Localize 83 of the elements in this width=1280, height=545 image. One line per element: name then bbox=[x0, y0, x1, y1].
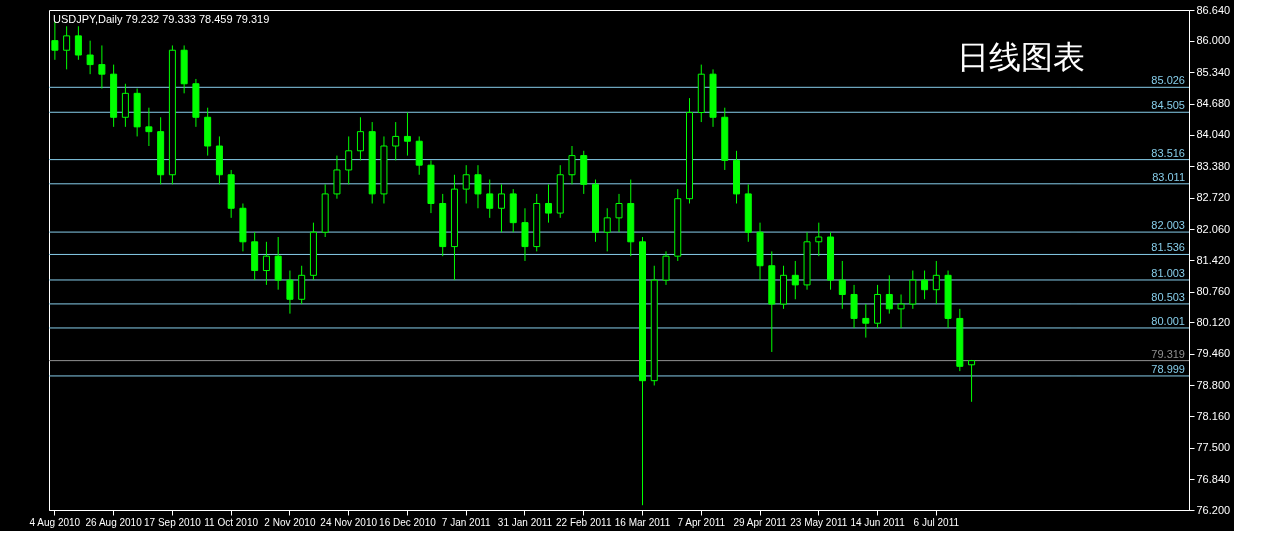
candlestick bbox=[286, 270, 294, 315]
x-tick-label: 16 Dec 2010 bbox=[379, 516, 437, 528]
ref-line-label: 81.003 bbox=[1151, 266, 1185, 279]
ref-line-label: 81.536 bbox=[1151, 241, 1185, 254]
x-tick-label: 29 Apr 2011 bbox=[733, 516, 788, 528]
y-tick-label: 83.380 bbox=[1196, 159, 1231, 172]
candlestick bbox=[274, 236, 282, 291]
candlestick bbox=[544, 183, 552, 224]
ref-line-label: 82.003 bbox=[1151, 219, 1185, 232]
annotation: 日线图表 bbox=[957, 39, 1085, 75]
ref-line-label: 79.319 bbox=[1151, 347, 1185, 360]
x-tick-label: 14 Jun 2011 bbox=[850, 516, 906, 528]
x-tick-label: 22 Feb 2011 bbox=[556, 516, 612, 528]
candlestick bbox=[968, 359, 976, 403]
candlestick bbox=[298, 265, 306, 305]
ref-line-label: 78.999 bbox=[1151, 362, 1185, 375]
y-tick-label: 86.640 bbox=[1196, 3, 1231, 16]
x-tick-label: 24 Nov 2010 bbox=[320, 516, 378, 528]
candlestick bbox=[333, 155, 341, 200]
candlestick bbox=[121, 83, 129, 128]
candlestick bbox=[497, 183, 505, 233]
y-tick-label: 85.340 bbox=[1196, 65, 1231, 78]
candlestick bbox=[862, 303, 870, 339]
candlestick bbox=[262, 241, 270, 286]
y-tick-label: 79.460 bbox=[1196, 347, 1231, 360]
candlestick bbox=[403, 111, 411, 157]
candlestick bbox=[63, 25, 71, 70]
candlestick bbox=[850, 284, 858, 329]
y-tick-label: 78.800 bbox=[1196, 378, 1231, 391]
y-tick-label: 84.040 bbox=[1196, 128, 1231, 141]
candlestick bbox=[603, 207, 611, 252]
x-tick-label: 31 Jan 2011 bbox=[497, 516, 553, 528]
candlestick bbox=[74, 25, 82, 61]
y-tick-label: 82.720 bbox=[1196, 191, 1231, 204]
candlestick bbox=[415, 135, 423, 176]
candlestick bbox=[356, 116, 364, 161]
x-tick-label: 4 Aug 2010 bbox=[29, 516, 81, 528]
y-tick-label: 86.000 bbox=[1196, 34, 1231, 47]
y-tick-label: 76.840 bbox=[1196, 472, 1231, 485]
x-tick-label: 2 Nov 2010 bbox=[264, 516, 316, 528]
candlestick bbox=[521, 207, 529, 262]
candlestick bbox=[615, 193, 623, 233]
y-tick-label: 77.500 bbox=[1196, 441, 1231, 454]
candlestick bbox=[921, 270, 929, 300]
candlestick bbox=[791, 260, 799, 300]
x-tick-label: 7 Jan 2011 bbox=[441, 516, 492, 528]
candlestick bbox=[145, 107, 153, 147]
y-tick-label: 78.160 bbox=[1196, 409, 1231, 422]
candlestick bbox=[838, 260, 846, 310]
y-tick-label: 81.420 bbox=[1196, 253, 1231, 266]
candlestick bbox=[345, 135, 353, 185]
x-tick-label: 11 Oct 2010 bbox=[204, 516, 259, 528]
ref-line-label: 83.516 bbox=[1151, 146, 1185, 159]
candlestick bbox=[662, 250, 670, 286]
candlestick bbox=[568, 145, 576, 185]
y-tick-label: 80.760 bbox=[1196, 285, 1231, 298]
candlestick bbox=[909, 270, 917, 310]
candlestick bbox=[815, 222, 823, 257]
ref-line-label: 80.503 bbox=[1151, 290, 1185, 303]
ref-line-label: 83.011 bbox=[1152, 170, 1185, 183]
x-tick-label: 6 Jul 2011 bbox=[913, 516, 960, 528]
candlestick bbox=[885, 274, 893, 315]
x-tick-label: 16 Mar 2011 bbox=[614, 516, 671, 528]
candlestick bbox=[98, 44, 106, 90]
x-tick-label: 17 Sep 2010 bbox=[144, 516, 202, 528]
chart-title: USDJPY,Daily 79.232 79.333 78.459 79.319 bbox=[53, 13, 270, 25]
candlestick bbox=[897, 293, 905, 329]
x-tick-label: 23 May 2011 bbox=[790, 516, 848, 528]
ref-line-label: 85.026 bbox=[1151, 74, 1185, 87]
candlestick bbox=[86, 40, 94, 75]
x-tick-label: 26 Aug 2010 bbox=[85, 516, 143, 528]
candlestick bbox=[932, 260, 940, 305]
ref-line-label: 84.505 bbox=[1151, 99, 1185, 112]
candlestick bbox=[474, 164, 482, 209]
y-tick-label: 82.060 bbox=[1196, 222, 1231, 235]
x-tick-label: 7 Apr 2011 bbox=[677, 516, 726, 528]
y-tick-label: 76.200 bbox=[1196, 503, 1231, 516]
ref-line-label: 80.001 bbox=[1151, 314, 1185, 327]
y-tick-label: 84.680 bbox=[1196, 97, 1231, 110]
candlestick bbox=[392, 121, 400, 161]
candlestick bbox=[486, 179, 494, 219]
y-tick-label: 80.120 bbox=[1196, 315, 1231, 328]
candlestick bbox=[462, 164, 470, 204]
